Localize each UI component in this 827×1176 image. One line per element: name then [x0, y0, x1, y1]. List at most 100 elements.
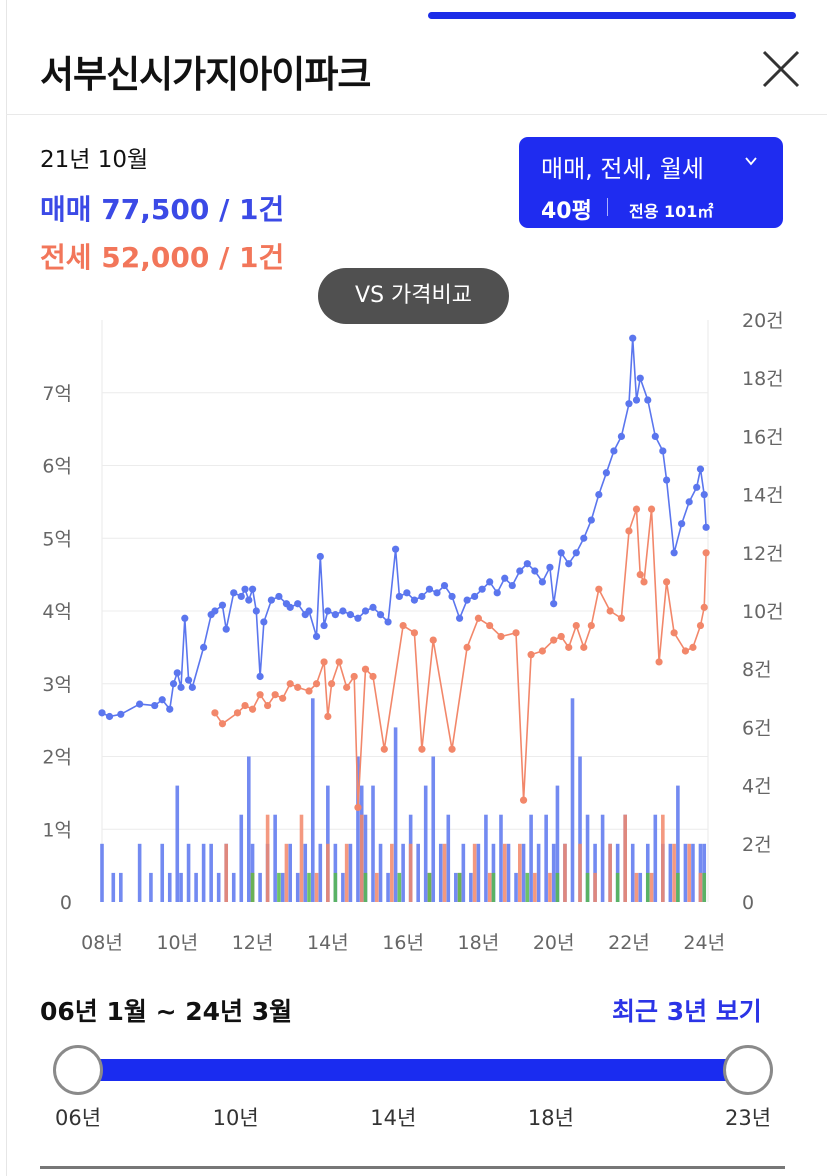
price-point [343, 683, 351, 691]
y-right-tick-label: 20건 [742, 310, 784, 332]
vs-compare-button[interactable]: VS 가격비교 [318, 268, 509, 324]
price-point [211, 607, 219, 615]
volume-bar [401, 843, 405, 902]
volume-bar [457, 872, 462, 902]
volume-bar [356, 756, 360, 902]
range-slider-end-handle[interactable] [723, 1045, 773, 1095]
range-slider-track[interactable] [80, 1059, 748, 1081]
volume-bar [427, 872, 432, 902]
volume-bar [258, 872, 262, 902]
price-point [497, 632, 505, 641]
price-point [361, 665, 370, 673]
price-point [610, 447, 618, 455]
price-point [324, 607, 332, 615]
volume-bar [341, 872, 345, 902]
price-line [214, 508, 707, 809]
volume-bar [265, 814, 270, 902]
price-point [384, 618, 392, 626]
close-icon[interactable] [756, 44, 806, 94]
y-right-tick-label: 10건 [742, 601, 784, 623]
price-point [328, 680, 336, 688]
price-point [478, 585, 486, 593]
price-chart: 0 1억 2억 3억 4억 5억 6억 7억 0 2건 4건 6건 8건 10건 12건 14건 16건 18건 2… [42, 310, 784, 954]
volume-bar [634, 872, 639, 902]
price-point [632, 505, 641, 513]
volume-bar [363, 872, 368, 902]
volume-bar [676, 872, 680, 902]
volume-bar [521, 843, 526, 902]
volume-bar [344, 843, 349, 902]
price-point [550, 636, 558, 644]
price-point [218, 720, 227, 728]
price-point [455, 614, 464, 622]
volume-bar [386, 872, 390, 902]
price-point [316, 552, 324, 561]
price-point [324, 712, 332, 721]
price-point [595, 585, 603, 593]
price-point [395, 592, 403, 601]
recent-3-years-link[interactable]: 최근 3년 보기 [612, 997, 762, 1026]
volume-bar [186, 843, 191, 902]
price-point [662, 476, 671, 484]
price-point [222, 625, 230, 633]
price-point [271, 691, 279, 699]
price-point [572, 549, 580, 557]
price-point [702, 523, 710, 531]
price-point [471, 592, 479, 601]
volume-bar [149, 872, 153, 902]
trade-filter-button[interactable]: 매매, 전세, 월세 40평 전용 101㎡ [519, 137, 783, 228]
price-point [211, 709, 219, 717]
range-slider-start-handle[interactable] [53, 1045, 103, 1095]
price-point [320, 621, 328, 630]
volume-bar [326, 843, 330, 902]
price-point [369, 603, 377, 611]
volume-bar [280, 872, 285, 902]
price-point [531, 567, 539, 575]
price-point [331, 611, 339, 619]
price-point [655, 658, 663, 666]
volume-bar [299, 814, 304, 902]
price-point [305, 607, 313, 615]
price-point [474, 614, 482, 622]
volume-bar [476, 843, 481, 902]
price-point [538, 647, 546, 655]
price-point [463, 643, 471, 651]
price-point [685, 498, 693, 506]
price-point [184, 676, 193, 684]
volume-bar [318, 843, 323, 902]
price-point [410, 596, 419, 604]
volume-bar [645, 872, 650, 902]
price-point [376, 611, 385, 619]
chevron-down-icon [745, 157, 757, 166]
range-slider-tick-label: 18년 [527, 1106, 574, 1130]
price-point [418, 592, 426, 601]
price-point [629, 334, 637, 342]
volume-bar [544, 814, 548, 902]
volume-bar [555, 872, 560, 902]
volume-bar [314, 872, 319, 902]
pyeong-label: 40평 [541, 199, 592, 224]
price-point [700, 603, 708, 611]
volume-bar [502, 843, 507, 902]
price-point [538, 578, 546, 586]
price-point [403, 589, 411, 597]
volume-bar [231, 872, 236, 902]
volume-bar [563, 843, 567, 902]
volume-bar [702, 872, 707, 902]
price-point [248, 585, 257, 593]
price-point [516, 567, 524, 575]
volume-bar [615, 872, 620, 902]
range-slider-tick-label: 10년 [212, 1106, 259, 1130]
y-right-tick-label: 16건 [742, 426, 784, 448]
price-point [339, 607, 347, 615]
volume-bar [600, 814, 605, 902]
volume-bar [698, 872, 703, 902]
volume-bar [649, 872, 654, 902]
volume-bar [284, 843, 289, 902]
price-point [256, 691, 264, 699]
volume-bar [348, 843, 353, 902]
volume-bar [672, 843, 676, 902]
volume-bar [295, 872, 300, 902]
area-label: 전용 101㎡ [629, 202, 714, 221]
price-point [286, 680, 294, 688]
